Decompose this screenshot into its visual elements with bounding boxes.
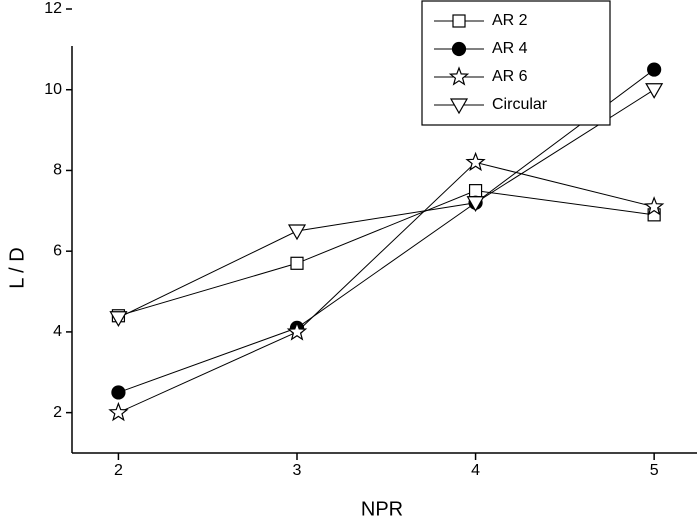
marker [111,385,126,400]
marker [643,196,665,216]
y-tick-label: 4 [53,323,62,340]
marker [465,151,486,172]
x-tick-label: 4 [471,462,480,479]
y-tick-label: 6 [53,242,62,259]
marker [468,184,483,198]
series-line [118,161,655,414]
marker [108,401,129,422]
y-tick-label: 12 [44,0,62,17]
y-tick-label: 8 [53,162,62,179]
marker [109,311,128,327]
series-line [118,190,655,317]
legend-label: AR 2 [492,12,528,29]
marker [448,66,470,86]
legend-label: Circular [492,96,548,113]
legend-label: AR 6 [492,68,528,85]
series-line [118,69,655,393]
marker [286,321,308,341]
series-line [118,89,655,319]
x-tick-label: 5 [650,462,659,479]
marker [290,256,304,270]
y-axis-label: L / D [6,247,28,289]
marker [287,224,307,241]
marker [451,41,467,57]
legend-label: AR 4 [492,40,528,57]
y-tick-label: 2 [53,404,62,421]
marker [466,196,485,212]
y-tick-label: 10 [44,81,62,98]
marker [647,62,662,77]
marker [645,83,664,99]
x-tick-label: 3 [293,462,302,479]
x-axis-label: NPR [361,498,403,520]
marker [449,98,469,115]
x-tick-label: 2 [114,462,123,479]
marker [452,14,466,28]
